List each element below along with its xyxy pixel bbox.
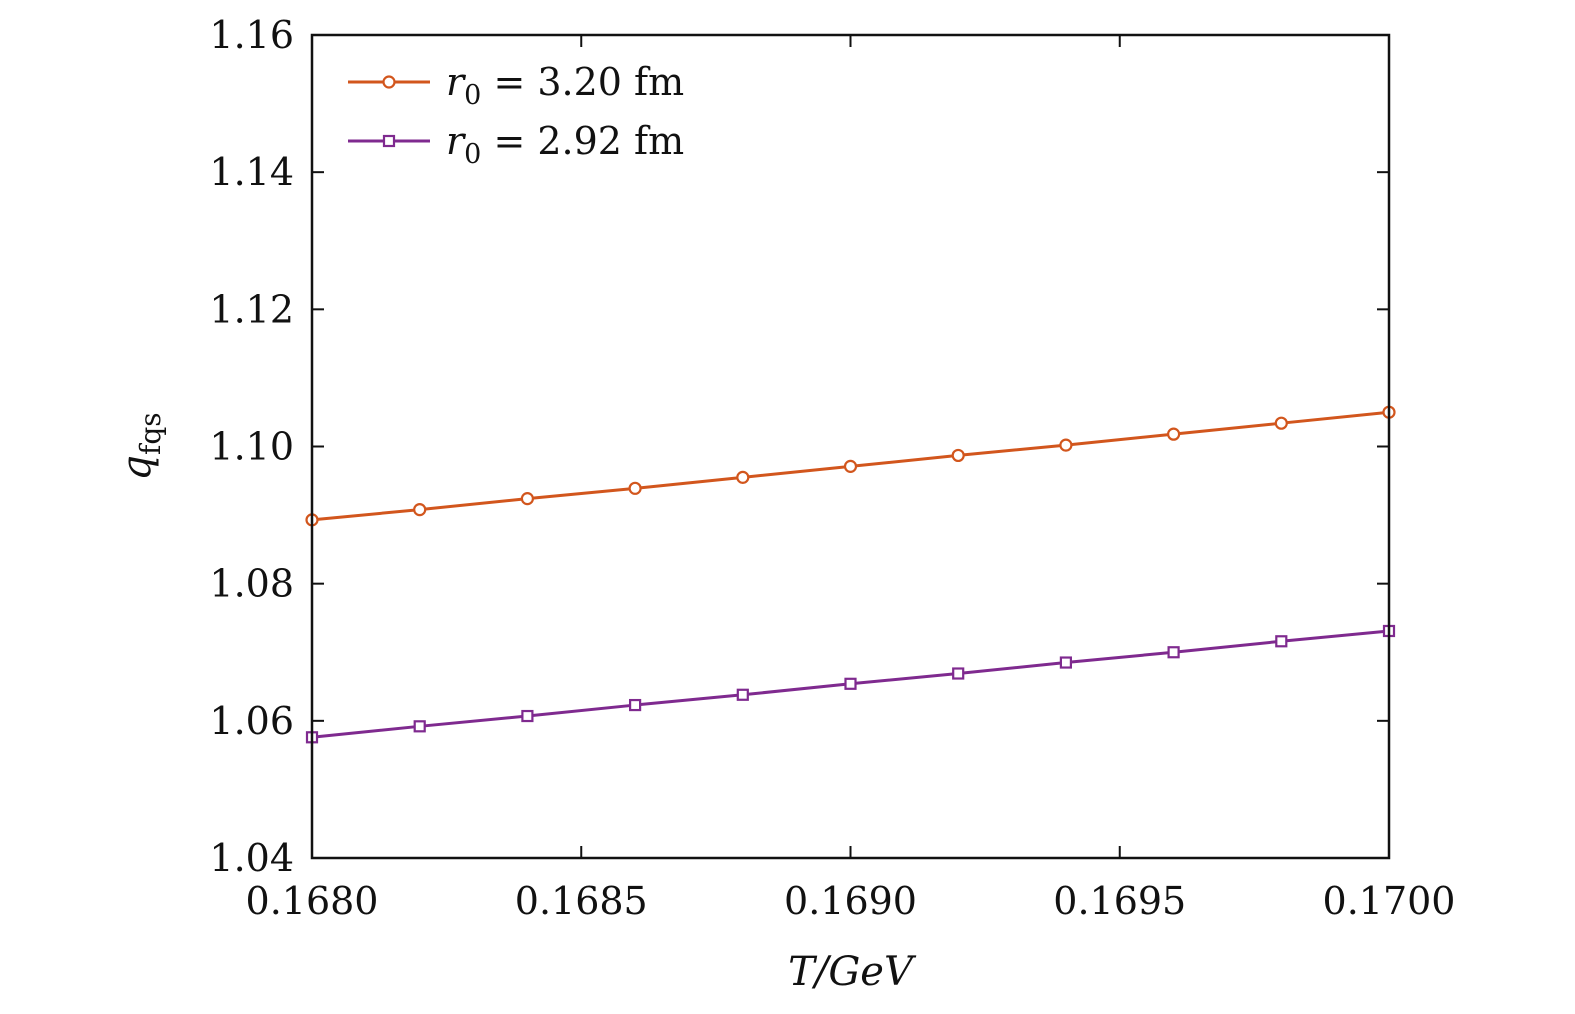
legend-swatch-marker	[382, 75, 396, 89]
y-tick-label: 1.04	[209, 836, 294, 880]
data-point	[1274, 416, 1288, 430]
plot-frame	[310, 33, 1391, 860]
legend-label-main: r	[446, 60, 467, 104]
x-axis-title: T/GeV	[788, 949, 917, 995]
y-axis-title-subscript: fqs	[134, 412, 167, 455]
x-tick-label: 0.1685	[515, 879, 648, 923]
data-point	[628, 481, 642, 495]
data-point	[736, 688, 749, 701]
data-point	[1059, 438, 1073, 452]
x-axis-title-text: T/GeV	[788, 949, 917, 995]
data-point	[952, 667, 965, 680]
tick-labels-group: 0.1680 0.1685 0.1690 0.1695 0.1700 1.04 1.06 1.…	[209, 13, 1455, 923]
data-point	[736, 470, 750, 484]
x-tick-label: 0.1695	[1053, 879, 1186, 923]
data-point	[413, 502, 427, 517]
data-point	[413, 720, 426, 733]
y-axis-title-main: q	[114, 455, 160, 481]
data-point	[951, 448, 965, 463]
legend-label: r0 = 2.92 fm	[446, 119, 684, 170]
y-tick-label: 1.14	[209, 150, 294, 194]
legend-label-subscript: 0	[464, 139, 481, 170]
legend-label: r0 = 3.20 fm	[446, 60, 684, 111]
data-point	[1059, 656, 1073, 669]
series-2	[305, 624, 1396, 744]
data-point	[1275, 635, 1288, 648]
legend-label-rest: = 3.20 fm	[481, 60, 684, 104]
x-tick-label: 0.1680	[246, 879, 379, 923]
legend-label-subscript: 0	[464, 80, 481, 111]
x-tick-label: 0.1700	[1323, 879, 1456, 923]
series-group	[305, 405, 1396, 744]
y-tick-label: 1.16	[209, 13, 294, 57]
data-point	[1167, 646, 1180, 659]
y-tick-label: 1.08	[209, 562, 294, 606]
legend-label-main: r	[446, 119, 467, 163]
data-point	[628, 698, 642, 712]
y-tick-label: 1.10	[209, 425, 294, 469]
y-tick-label: 1.12	[209, 287, 294, 331]
data-point	[521, 709, 534, 723]
y-tick-label: 1.06	[209, 699, 294, 743]
series-1	[305, 405, 1396, 527]
data-point	[843, 459, 858, 473]
legend-entry: r0 = 2.92 fm	[348, 119, 684, 170]
data-point	[844, 677, 857, 690]
data-point	[520, 492, 535, 506]
data-point	[1166, 427, 1181, 441]
legend-swatch-marker	[382, 134, 396, 148]
legend-label-rest: = 2.92 fm	[481, 119, 684, 163]
x-tick-label: 0.1690	[784, 879, 917, 923]
legend-entry: r0 = 3.20 fm	[348, 60, 684, 111]
y-axis-title: qfqs	[114, 412, 167, 480]
